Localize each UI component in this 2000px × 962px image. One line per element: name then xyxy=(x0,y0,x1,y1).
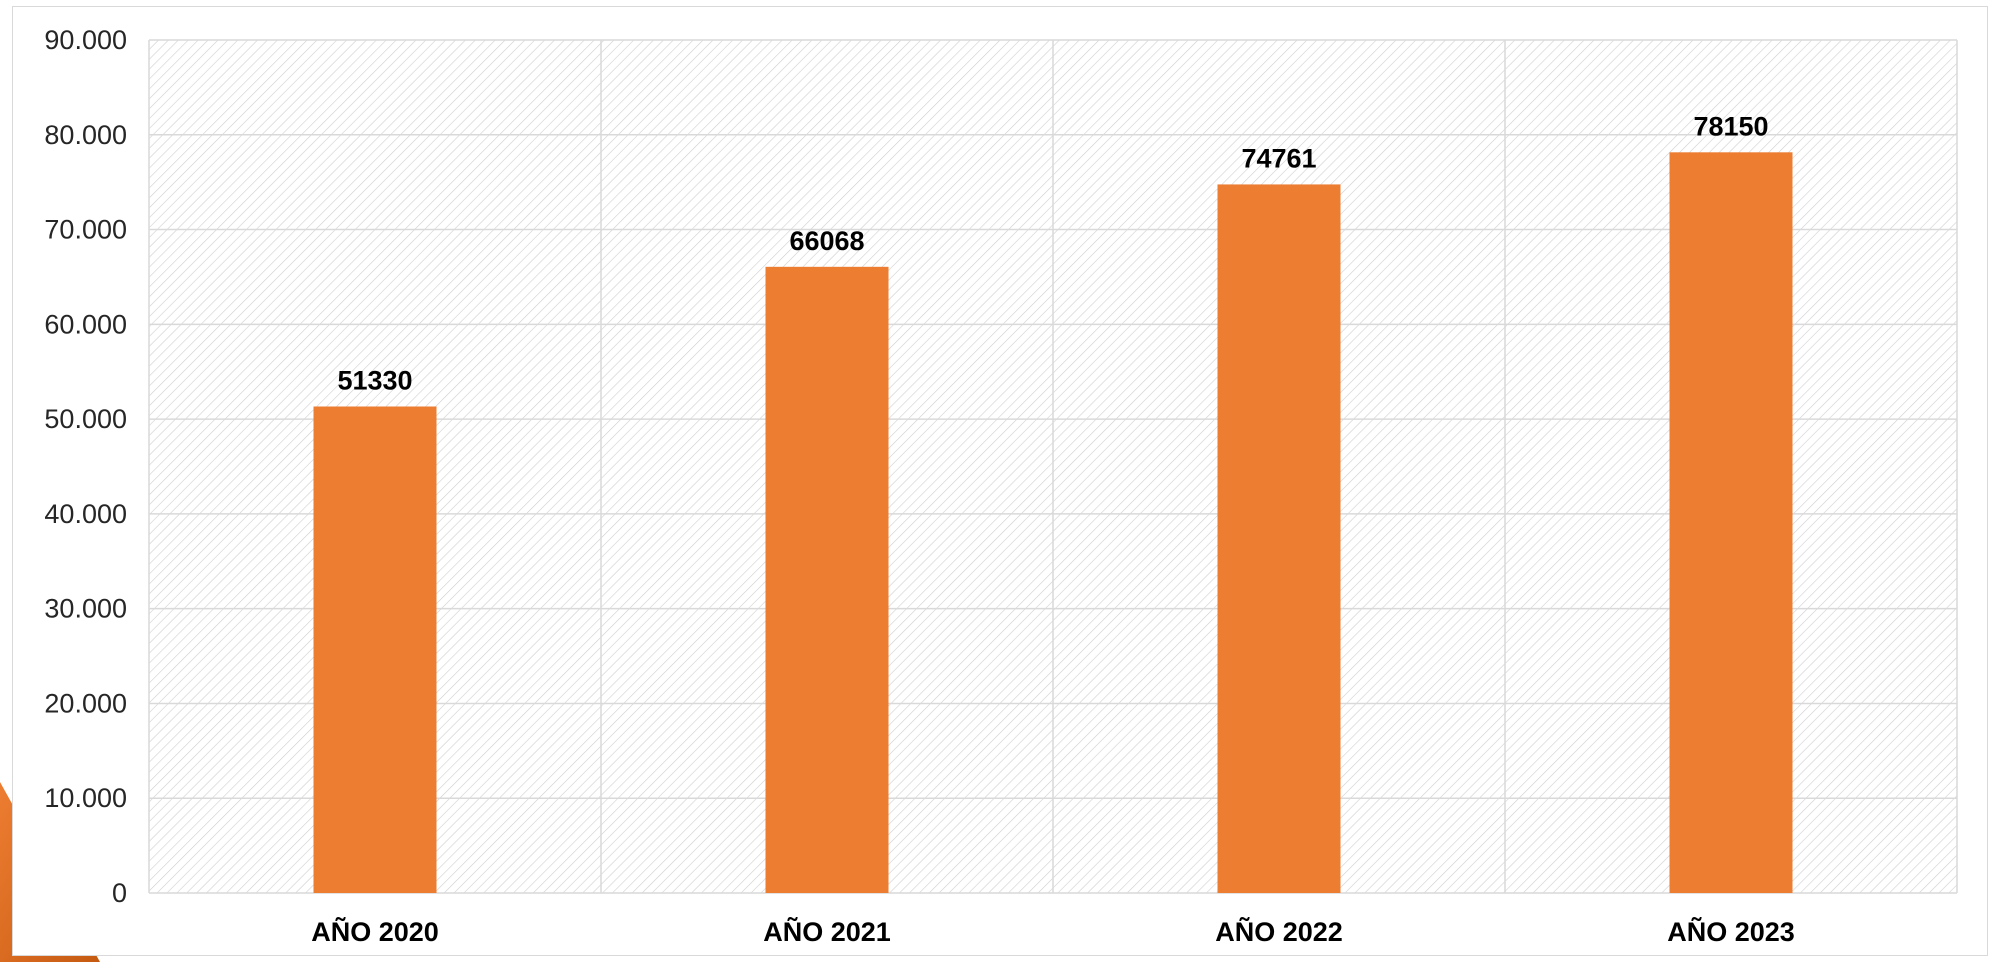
y-tick-label: 50.000 xyxy=(44,404,127,434)
bar xyxy=(1669,152,1793,894)
y-tick-label: 30.000 xyxy=(44,594,127,624)
y-tick-label: 0 xyxy=(112,878,127,908)
x-category-label: AÑO 2021 xyxy=(763,916,891,947)
bar-chart: 0 10.000 20.000 30.000 40.000 50.000 60.000 70.… xyxy=(44,25,1958,947)
data-label: 66068 xyxy=(789,226,864,256)
data-label: 74761 xyxy=(1241,143,1316,173)
y-tick-label: 40.000 xyxy=(44,499,127,529)
chart-area: 0 10.000 20.000 30.000 40.000 50.000 60.000 70.… xyxy=(12,6,1988,956)
data-labels: 51330 66068 74761 78150 xyxy=(337,111,1768,395)
bars xyxy=(313,152,1793,894)
data-label: 51330 xyxy=(337,366,412,396)
y-tick-label: 10.000 xyxy=(44,783,127,813)
gridlines xyxy=(148,39,1958,894)
x-category-label: AÑO 2020 xyxy=(311,916,439,947)
x-category-label: AÑO 2023 xyxy=(1667,916,1795,947)
bar xyxy=(765,266,889,894)
bar xyxy=(1217,184,1341,893)
data-label: 78150 xyxy=(1693,111,1768,141)
y-tick-label: 60.000 xyxy=(44,309,127,339)
y-axis-tick-labels: 0 10.000 20.000 30.000 40.000 50.000 60.000 70.… xyxy=(44,25,127,908)
y-tick-label: 70.000 xyxy=(44,215,127,245)
x-axis-category-labels: AÑO 2020 AÑO 2021 AÑO 2022 AÑO 2023 xyxy=(311,916,1795,947)
x-category-label: AÑO 2022 xyxy=(1215,916,1343,947)
y-tick-label: 90.000 xyxy=(44,25,127,55)
bar xyxy=(313,406,437,893)
y-tick-label: 20.000 xyxy=(44,688,127,718)
y-tick-label: 80.000 xyxy=(44,120,127,150)
